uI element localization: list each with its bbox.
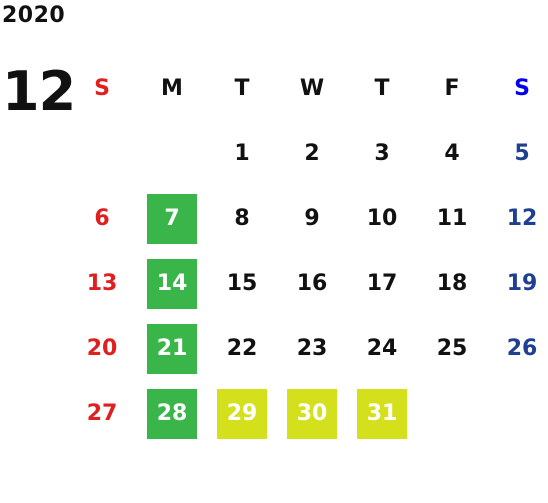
day-cell: 24: [366, 336, 398, 361]
weekday-header-monday: M: [161, 76, 183, 101]
weekday-header-wednesday: W: [299, 76, 325, 101]
day-cell: 9: [304, 206, 320, 231]
day-cell: 21: [147, 323, 197, 374]
calendar-year: 2020: [2, 3, 66, 28]
day-cell: 8: [234, 206, 250, 231]
week-row-5: 27 28 29 30 31: [67, 381, 548, 446]
day-cell: 17: [366, 271, 398, 296]
day-cell: 5: [514, 141, 530, 166]
weekday-header-thursday: T: [374, 76, 390, 101]
empty-day-cell: [137, 129, 207, 179]
day-cell: 15: [226, 271, 258, 296]
day-cell: 7: [147, 193, 197, 244]
weekday-header-tuesday: T: [234, 76, 250, 101]
day-cell: 31: [357, 388, 407, 439]
day-cell: 12: [506, 206, 538, 231]
empty-day-cell: [417, 389, 487, 439]
day-cell: 1: [234, 141, 250, 166]
day-cell: 6: [94, 206, 110, 231]
day-cell: 13: [86, 271, 118, 296]
day-cell: 23: [296, 336, 328, 361]
day-cell: 11: [436, 206, 468, 231]
day-cell: 22: [226, 336, 258, 361]
day-cell: 27: [86, 401, 118, 426]
day-cell: 14: [147, 258, 197, 309]
weekday-header-row: S M T W T F S: [67, 56, 548, 121]
day-cell: 10: [366, 206, 398, 231]
day-cell: 28: [147, 388, 197, 439]
weekday-header-sunday: S: [94, 76, 110, 101]
day-cell: 2: [304, 141, 320, 166]
day-cell: 16: [296, 271, 328, 296]
week-row-1: 1 2 3 4 5: [67, 121, 548, 186]
weekday-header-friday: F: [444, 76, 460, 101]
empty-day-cell: [67, 129, 137, 179]
calendar-grid: S M T W T F S 1 2 3 4 5 6 7 8 9 10 11 12…: [67, 56, 548, 446]
day-cell: 19: [506, 271, 538, 296]
weekday-header-saturday: S: [514, 76, 530, 101]
week-row-2: 6 7 8 9 10 11 12: [67, 186, 548, 251]
calendar-month: 12: [2, 60, 76, 123]
day-cell: 26: [506, 336, 538, 361]
empty-day-cell: [487, 389, 548, 439]
week-row-3: 13 14 15 16 17 18 19: [67, 251, 548, 316]
day-cell: 3: [374, 141, 390, 166]
day-cell: 29: [217, 388, 267, 439]
day-cell: 18: [436, 271, 468, 296]
day-cell: 20: [86, 336, 118, 361]
day-cell: 30: [287, 388, 337, 439]
day-cell: 25: [436, 336, 468, 361]
day-cell: 4: [444, 141, 460, 166]
week-row-4: 20 21 22 23 24 25 26: [67, 316, 548, 381]
